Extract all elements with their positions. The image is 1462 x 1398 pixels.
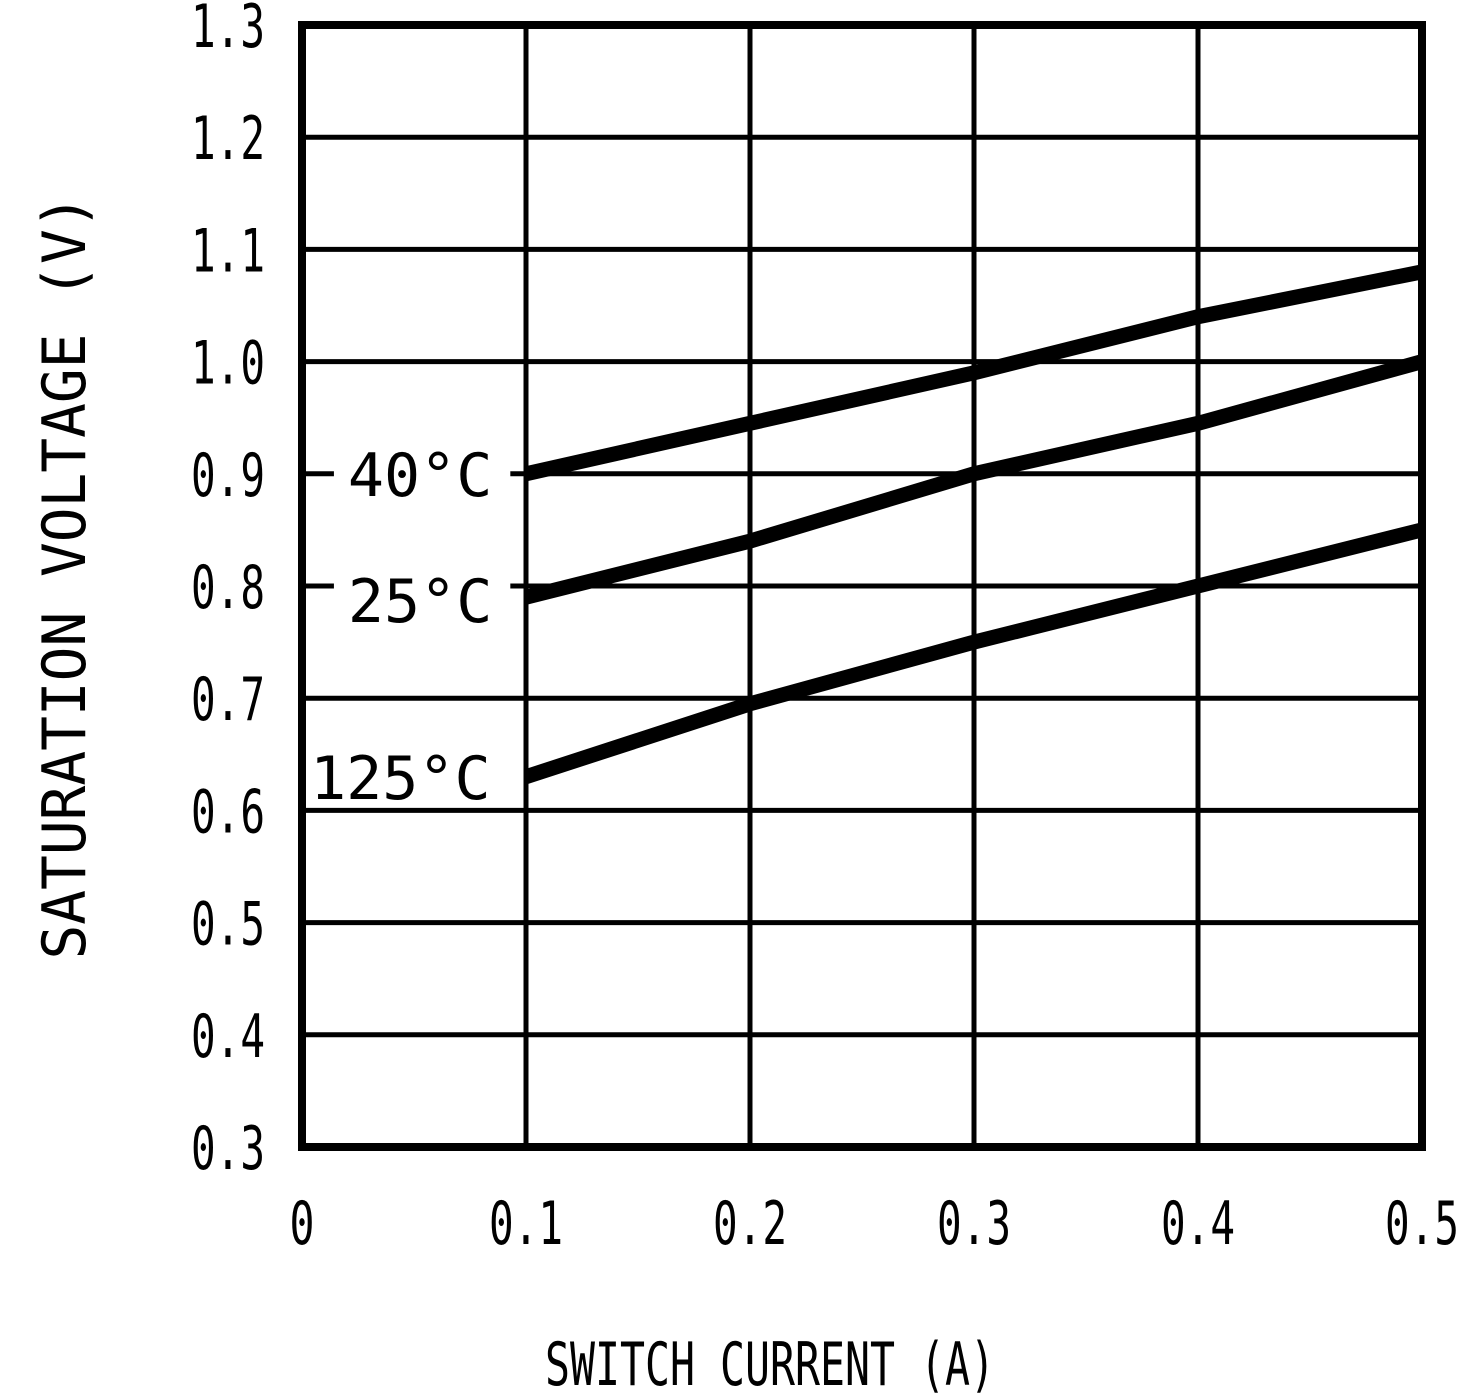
curve-label-mask [333, 444, 511, 503]
x-tick-label: 0.5 [1385, 1189, 1459, 1259]
y-tick-label: 1.3 [191, 0, 265, 62]
series-layer: 40°C 25°C 125°C [296, 264, 1424, 814]
grid-layer [302, 25, 1422, 1147]
y-tick-label: 0.5 [191, 890, 265, 960]
x-tick-label: 0 [290, 1189, 315, 1259]
y-axis-title: SATURATION VOLTAGE (V) [30, 195, 100, 960]
plot-border [298, 21, 1426, 1151]
y-tick-label: 1.2 [191, 104, 265, 174]
y-tick-label: 1.0 [191, 329, 265, 399]
series-line [523, 522, 1424, 784]
x-tick-label: 0.3 [937, 1189, 1011, 1259]
y-tick-label: 0.3 [191, 1114, 265, 1184]
y-tick-label: 0.4 [191, 1002, 265, 1072]
curve-label-mask [333, 571, 511, 630]
curve-label-mask [296, 747, 509, 806]
series-line [524, 264, 1424, 482]
x-tick-label: 0.1 [489, 1189, 563, 1259]
y-tick-label: 0.8 [191, 553, 265, 623]
tick-layer: 0 0.1 0.2 0.3 0.4 0.5 0.3 0.4 0.5 0.6 0.7 0.8 0.9 1.0… [191, 0, 1459, 1259]
x-tick-label: 0.2 [713, 1189, 787, 1259]
curve-label: 40°C [348, 441, 493, 511]
y-tick-label: 0.7 [191, 665, 265, 735]
y-tick-label: 0.9 [191, 441, 265, 511]
curve-label: 25°C [348, 567, 493, 637]
series-line [524, 354, 1424, 605]
x-axis-title: SWITCH CURRENT (A) [545, 1330, 995, 1398]
y-tick-label: 1.1 [191, 216, 265, 286]
y-tick-label: 0.6 [191, 777, 265, 847]
curve-label: 125°C [310, 744, 491, 814]
x-tick-label: 0.4 [1161, 1189, 1235, 1259]
